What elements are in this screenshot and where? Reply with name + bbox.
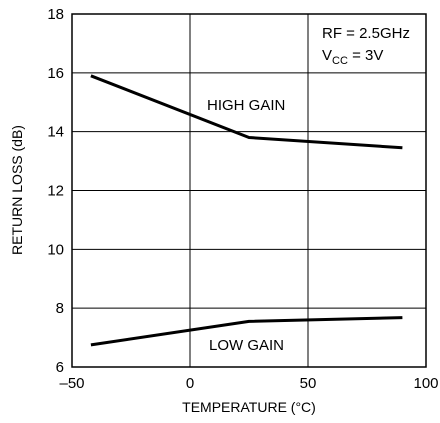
x-tick-label: 0 bbox=[186, 375, 194, 392]
y-tick-label: 18 bbox=[47, 6, 64, 23]
y-tick-labels: 6 8 10 12 14 16 18 bbox=[47, 6, 64, 376]
annotation-rf: RF = 2.5GHz bbox=[322, 25, 410, 42]
annotation-vcc: VCC = 3V bbox=[322, 47, 383, 67]
plot-frame bbox=[71, 13, 427, 368]
x-tick-label: –50 bbox=[59, 375, 84, 392]
annotation-vcc-prefix: V bbox=[322, 47, 332, 64]
x-tick-label: 50 bbox=[300, 375, 317, 392]
x-axis-title: TEMPERATURE (°C) bbox=[182, 399, 316, 415]
grid-lines bbox=[72, 14, 426, 367]
annotation-vcc-subscript: CC bbox=[332, 55, 348, 67]
y-tick-label: 10 bbox=[47, 241, 64, 258]
x-tick-label: 100 bbox=[413, 375, 438, 392]
y-tick-label: 8 bbox=[56, 300, 64, 317]
series-label-high-gain: HIGH GAIN bbox=[207, 97, 285, 114]
series-label-low-gain: LOW GAIN bbox=[209, 337, 284, 354]
y-tick-label: 16 bbox=[47, 65, 64, 82]
y-tick-label: 12 bbox=[47, 183, 64, 200]
x-tick-labels: –50 0 50 100 bbox=[59, 375, 438, 392]
annotation-vcc-suffix: = 3V bbox=[348, 47, 383, 64]
y-tick-label: 14 bbox=[47, 124, 64, 141]
y-tick-label: 6 bbox=[56, 359, 64, 376]
series-lines bbox=[90, 74, 403, 347]
y-axis-title: RETURN LOSS (dB) bbox=[9, 125, 25, 255]
series-line-low-gain bbox=[90, 316, 403, 347]
series-line-high-gain bbox=[90, 74, 403, 150]
